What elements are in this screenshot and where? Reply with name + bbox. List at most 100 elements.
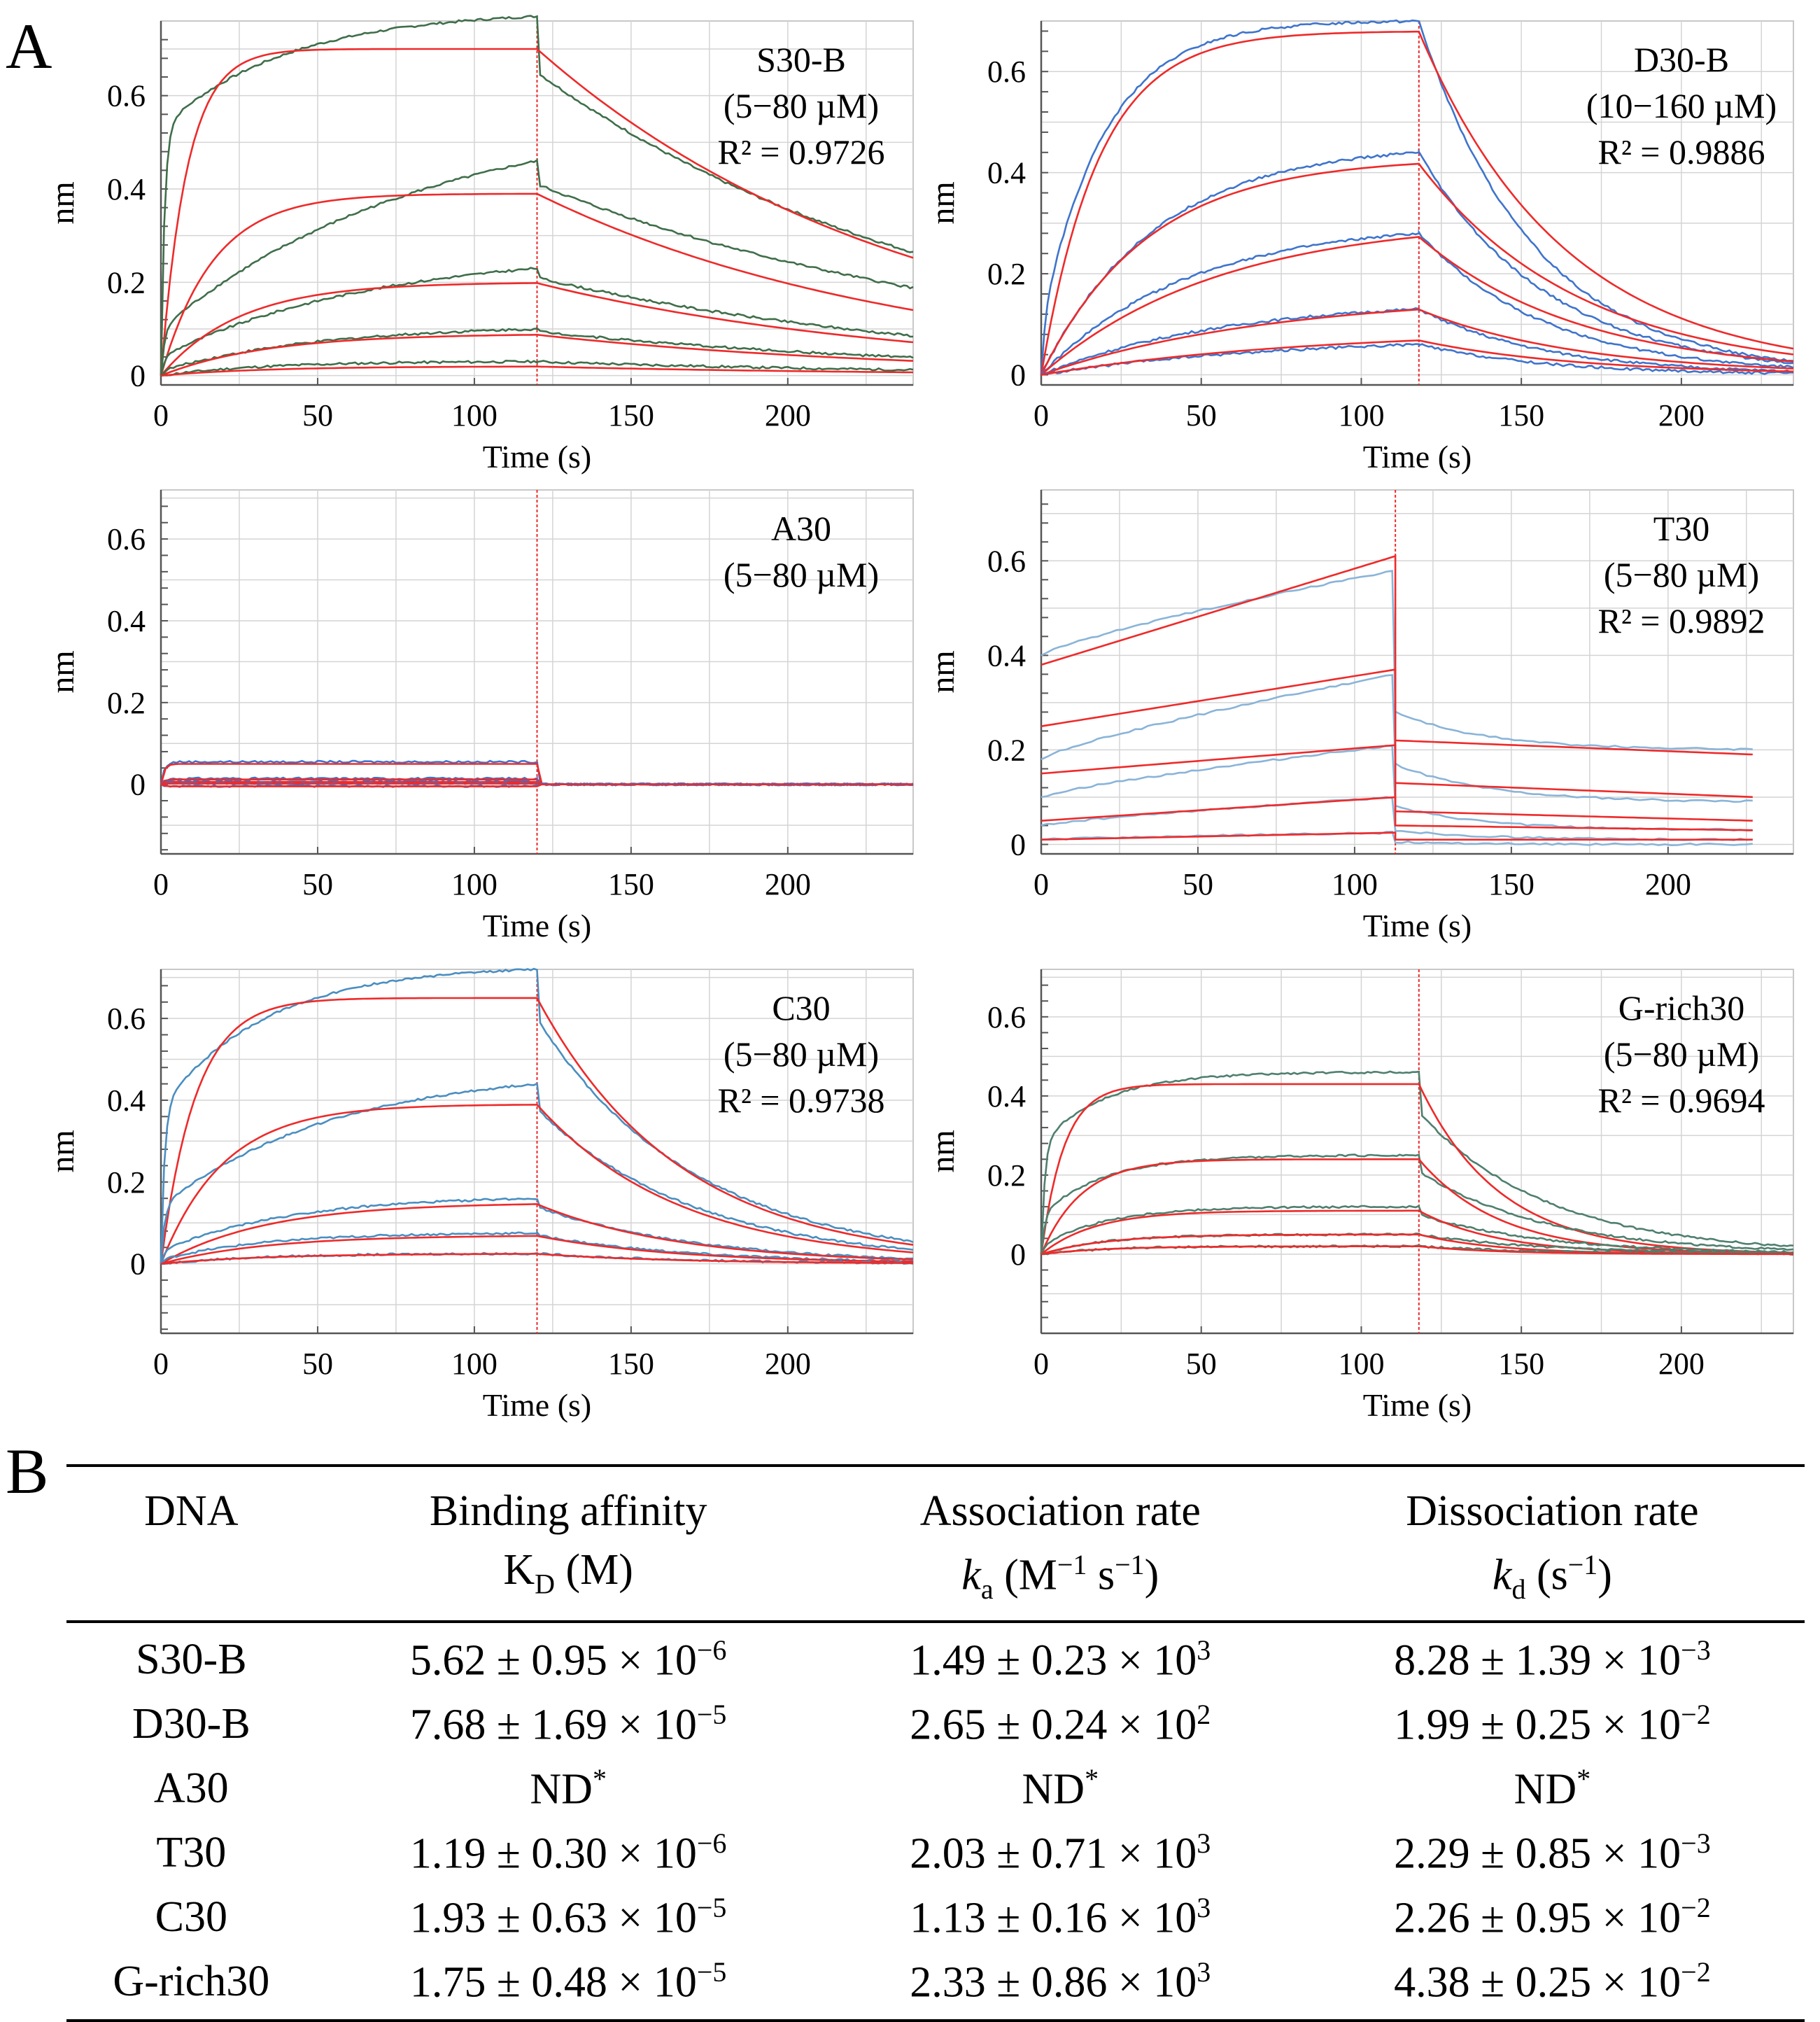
kd-cell: 5.62 ± 0.95 × 10−6 xyxy=(409,1634,727,1685)
data-trace xyxy=(1040,148,1794,376)
header-binding-affinity: Binding affinity xyxy=(316,1464,821,1537)
fit-curve xyxy=(160,282,914,377)
header-association-rate: Association rate xyxy=(820,1464,1300,1537)
series-group xyxy=(1040,554,1753,847)
y-tick-label: 0.2 xyxy=(987,257,1026,291)
x-tick-label: 200 xyxy=(1658,398,1705,433)
table-row: D30-B 7.68 ± 1.69 × 10−5 2.65 ± 0.24 × 102… xyxy=(66,1692,1805,1756)
y-axis-label: nm xyxy=(44,650,81,693)
data-trace xyxy=(1040,229,1794,376)
x-tick-label: 50 xyxy=(302,867,333,901)
y-tick-label: 0.4 xyxy=(107,604,146,638)
fit-curve xyxy=(160,1203,914,1265)
x-tick-label: 100 xyxy=(1332,867,1378,901)
fit-curve xyxy=(1040,339,1794,376)
table-row: G-rich30 1.75 ± 0.48 × 10−5 2.33 ± 0.86 × … xyxy=(66,1949,1805,2022)
table-row: A30 ND* ND* ND* xyxy=(66,1756,1805,1820)
chart-d30-b: 0 50 100 150 200 0 0.2 0.4 0.6 Time (s) nm D30-B (10… xyxy=(924,19,1794,475)
series-group xyxy=(160,759,914,788)
chart-subtitle: (5−80 µM) xyxy=(1604,555,1759,594)
kd-cell: 1.75 ± 0.48 × 10−5 xyxy=(316,1949,821,2022)
y-tick-label: 0.4 xyxy=(107,1083,146,1118)
x-tick-label: 100 xyxy=(451,867,498,901)
chart-g-rich30: 0 50 100 150 200 0 0.2 0.4 0.6 Time (s) nm G-rich30… xyxy=(924,969,1794,1423)
y-tick-label: 0.6 xyxy=(107,522,146,556)
x-tick-label: 150 xyxy=(608,398,654,433)
chart-a30: 0 50 100 150 200 0 0.2 0.4 0.6 Time (s) nm A30 (5−80… xyxy=(44,489,914,943)
x-tick-label: 0 xyxy=(1034,1347,1049,1381)
fit-curve xyxy=(1040,1083,1794,1255)
fit-curve xyxy=(1040,30,1794,375)
x-tick-label: 150 xyxy=(608,1347,654,1381)
fit-curve xyxy=(1040,236,1794,376)
r-squared-label: R² = 0.9726 xyxy=(717,132,884,171)
x-tick-label: 150 xyxy=(1498,1347,1544,1381)
y-tick-label: 0.2 xyxy=(107,1165,146,1200)
y-tick-label: 0 xyxy=(130,359,146,393)
data-trace xyxy=(160,1229,914,1265)
r-squared-label: R² = 0.9738 xyxy=(717,1081,884,1120)
series-group xyxy=(160,967,914,1265)
x-tick-label: 50 xyxy=(1183,867,1213,901)
sensorgram-grid: 0 50 100 150 200 0 0.2 0.4 0.6 Time (s) nm S30-B (5−… xyxy=(44,15,1794,1423)
x-tick-label: 200 xyxy=(765,867,811,901)
fit-curve xyxy=(1040,831,1753,841)
data-trace xyxy=(160,967,914,1264)
y-tick-label: 0.6 xyxy=(987,55,1026,89)
x-tick-label: 0 xyxy=(153,1347,169,1381)
y-axis-label: nm xyxy=(924,1130,961,1172)
kd-cell: 1.19 ± 0.30 × 10−6 xyxy=(409,1827,727,1878)
x-tick-label: 200 xyxy=(1658,1347,1705,1381)
kd-cell: 1.93 ± 0.63 × 10−5 xyxy=(409,1891,727,1942)
dna-cell: S30-B xyxy=(136,1635,247,1683)
fit-curve xyxy=(1040,308,1794,376)
y-tick-label: 0.2 xyxy=(107,265,146,300)
series-group xyxy=(1040,1070,1794,1256)
y-tick-label: 0.2 xyxy=(987,1158,1026,1193)
header-ka-unit: ka (M−1 s−1) xyxy=(820,1537,1300,1624)
x-tick-label: 100 xyxy=(451,1347,498,1381)
y-axis-label: nm xyxy=(924,650,961,693)
kdis-cell: 2.26 ± 0.95 × 10−2 xyxy=(1394,1891,1711,1942)
x-tick-label: 100 xyxy=(1338,398,1384,433)
kdis-cell: 4.38 ± 0.25 × 10−2 xyxy=(1299,1949,1805,2022)
header-dissociation-rate: Dissociation rate xyxy=(1299,1464,1805,1537)
y-tick-label: 0 xyxy=(1010,358,1026,393)
table-body: S30-B 5.62 ± 0.95 × 10−6 1.49 ± 0.23 × 103… xyxy=(66,1622,1805,2022)
dna-cell: A30 xyxy=(153,1764,229,1812)
fit-curve xyxy=(1040,554,1753,756)
y-tick-label: 0.4 xyxy=(107,172,146,206)
chart-title: D30-B xyxy=(1634,40,1729,79)
kdis-cell: 8.28 ± 1.39 × 10−3 xyxy=(1394,1634,1711,1685)
kdis-cell: 2.29 ± 0.85 × 10−3 xyxy=(1394,1827,1711,1878)
x-tick-label: 50 xyxy=(1186,1347,1217,1381)
x-tick-label: 0 xyxy=(153,398,169,433)
ka-cell: 2.33 ± 0.86 × 103 xyxy=(820,1949,1300,2022)
data-trace xyxy=(1040,19,1794,375)
fit-curve xyxy=(1040,1245,1794,1256)
kd-cell: ND* xyxy=(530,1762,607,1813)
y-tick-label: 0.4 xyxy=(987,638,1026,673)
r-squared-label: R² = 0.9886 xyxy=(1597,132,1765,171)
x-tick-label: 50 xyxy=(302,1347,333,1381)
plot-frame xyxy=(1040,969,1794,1334)
panel-a-label: A xyxy=(6,10,52,82)
y-tick-label: 0.6 xyxy=(987,544,1026,578)
y-tick-label: 0.6 xyxy=(107,1002,146,1036)
chart-title: A30 xyxy=(771,509,831,548)
fit-curve xyxy=(160,1235,914,1265)
y-axis-label: nm xyxy=(44,181,81,224)
header-kd-unit: KD (M) xyxy=(316,1537,821,1624)
fit-curve xyxy=(160,192,914,377)
data-trace xyxy=(160,1197,914,1265)
ka-cell: 1.49 ± 0.23 × 103 xyxy=(910,1634,1211,1685)
chart-t30: 0 50 100 150 200 0 0.2 0.4 0.6 Time (s) nm T30 (5−80… xyxy=(924,489,1794,943)
header-dna: DNA xyxy=(66,1464,316,1537)
kinetics-table: DNA Binding affinity Association rate Di… xyxy=(66,1464,1805,2022)
chart-title: C30 xyxy=(772,988,830,1027)
x-axis-label: Time (s) xyxy=(483,908,592,943)
y-axis-label: nm xyxy=(44,1130,81,1172)
x-tick-label: 50 xyxy=(302,398,333,433)
chart-subtitle: (5−80 µM) xyxy=(1604,1034,1759,1074)
data-trace xyxy=(160,267,914,376)
